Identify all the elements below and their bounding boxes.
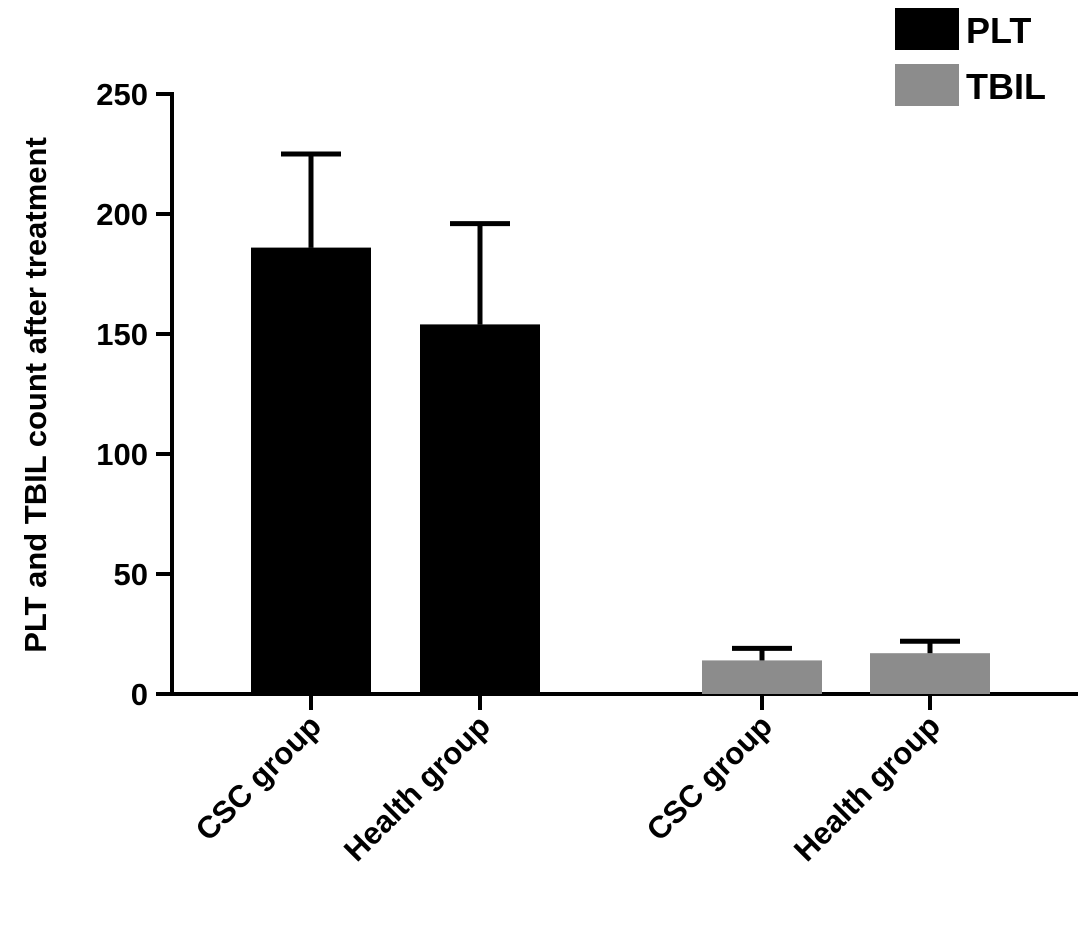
y-axis-label: PLT and TBIL count after treatment xyxy=(18,137,53,653)
x-tick-label: Health group xyxy=(337,708,497,868)
y-tick-label: 200 xyxy=(96,197,148,232)
bar xyxy=(702,660,822,694)
x-tick-label: CSC group xyxy=(640,708,779,847)
bar xyxy=(420,324,540,694)
y-tick-label: 0 xyxy=(131,677,148,712)
legend-swatch xyxy=(895,8,959,50)
legend-label: PLT xyxy=(966,10,1031,51)
x-tick-label: Health group xyxy=(787,708,947,868)
legend: PLT TBIL xyxy=(895,8,1046,107)
y-tick-label: 250 xyxy=(96,77,148,112)
y-tick-label: 150 xyxy=(96,317,148,352)
y-tick-label: 100 xyxy=(96,437,148,472)
bar xyxy=(870,653,990,694)
bar xyxy=(251,247,371,694)
legend-label: TBIL xyxy=(966,66,1046,107)
bars xyxy=(251,151,990,694)
x-tick-label: CSC group xyxy=(189,708,328,847)
y-tick-label: 50 xyxy=(114,557,148,592)
legend-swatch xyxy=(895,64,959,106)
